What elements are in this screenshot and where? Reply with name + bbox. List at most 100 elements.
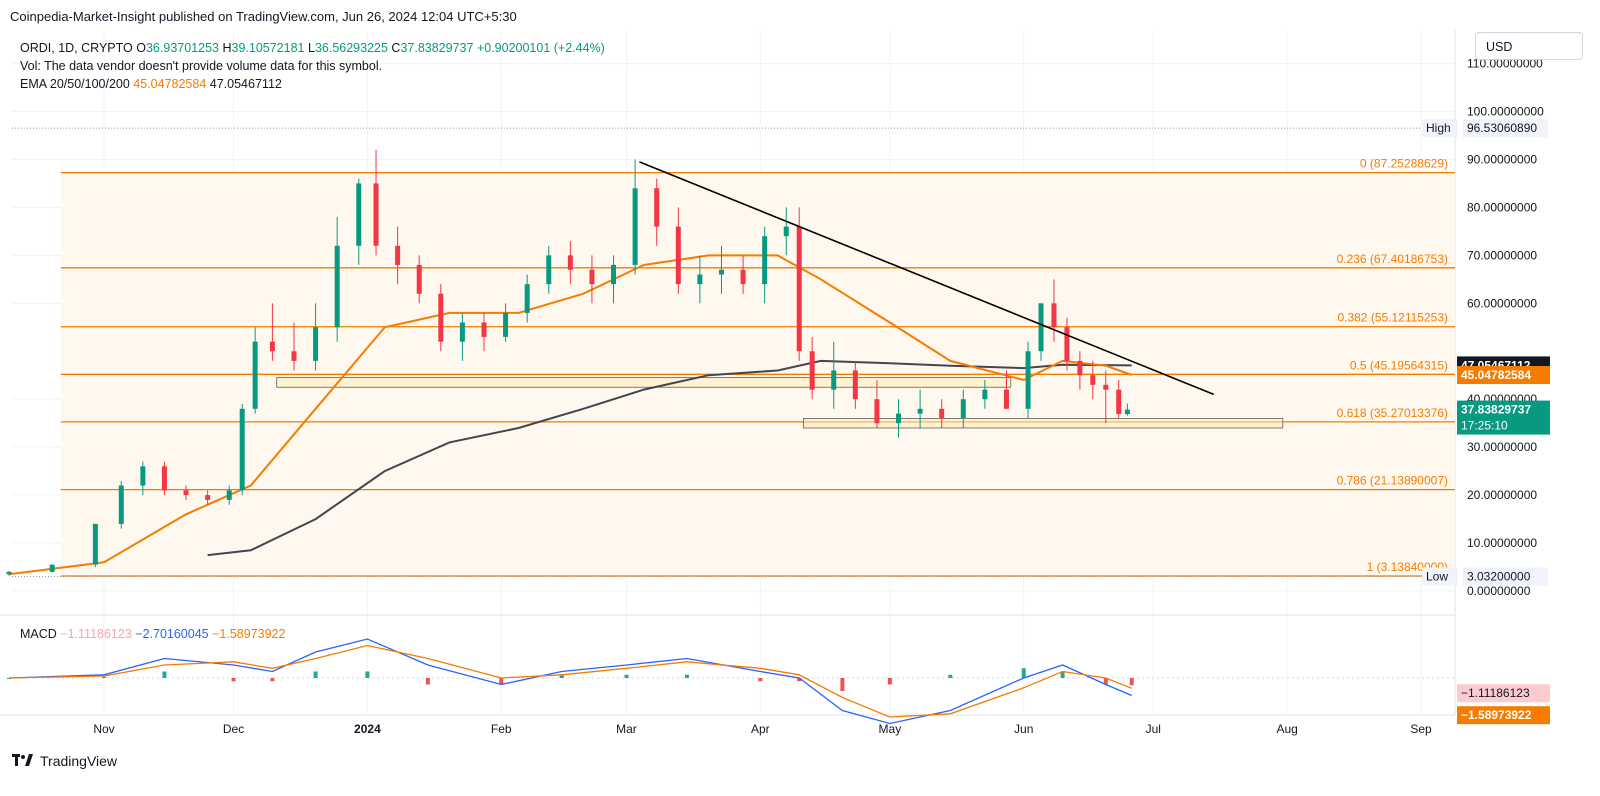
y-tick-label: 80.00000000 [1467, 200, 1537, 214]
macd-line-value: −2.70160045 [135, 627, 209, 641]
macd-signal-badge [1457, 706, 1550, 725]
last-price-badge [1457, 400, 1550, 435]
candle-body [481, 322, 487, 337]
candle-body [718, 269, 724, 275]
candle-body [183, 490, 189, 496]
fib-level-label: 0.5 (45.19564315) [1350, 358, 1448, 372]
y-tick-label: 110.00000000 [1467, 57, 1543, 71]
candle-body [252, 341, 258, 409]
macd-histogram-bar [365, 671, 370, 678]
candle-body [459, 322, 465, 342]
candle-body [896, 413, 902, 424]
candle-body [140, 466, 146, 486]
x-tick-label: Aug [1276, 722, 1297, 736]
x-tick-label: Jun [1014, 722, 1033, 736]
candle-body [1077, 360, 1083, 376]
candle-body [161, 466, 167, 491]
x-tick-label: Jul [1146, 722, 1161, 736]
candle-body [313, 327, 319, 361]
high-marker-label: High [1426, 121, 1451, 135]
candle-body [852, 370, 858, 400]
x-tick-label: Mar [616, 722, 637, 736]
y-tick-label: 20.00000000 [1467, 488, 1537, 502]
tradingview-logo-icon [12, 754, 33, 766]
candle-body [960, 399, 966, 419]
open-value: 36.93701253 [145, 41, 219, 55]
high-marker-tag [1422, 119, 1458, 138]
ema-50-line [8, 254, 1133, 576]
ema-50-badge [1457, 366, 1550, 385]
y-tick-label: 0.00000000 [1467, 584, 1531, 598]
ema-label: EMA 20/50/100/200 [20, 77, 130, 91]
currency-button[interactable]: USD [1475, 32, 1583, 60]
fib-level-label: 0 (87.25288629) [1360, 157, 1448, 171]
candle-body [503, 312, 509, 337]
y-tick-label: 100.00000000 [1467, 105, 1544, 119]
chart-legend: ORDI, 1D, CRYPTO O36.93701253 H39.105721… [20, 39, 605, 93]
ohlc-row: ORDI, 1D, CRYPTO O36.93701253 H39.105721… [20, 39, 605, 57]
volume-row: Vol: The data vendor doesn't provide vol… [20, 59, 383, 73]
low-marker-tag [1422, 567, 1458, 586]
macd-histogram-bar [840, 678, 845, 691]
x-tick-label: Sep [1410, 722, 1432, 736]
candle-body [226, 490, 232, 500]
y-tick-label: 90.00000000 [1467, 152, 1537, 166]
last-price-badge-countdown: 17:25:10 [1461, 419, 1508, 433]
macd-histogram-badge-value: −1.11186123 [1461, 686, 1530, 700]
candle-body [654, 188, 660, 227]
high-marker-value-box [1463, 119, 1548, 138]
macd-histogram-bar [313, 671, 318, 678]
close-label: C [391, 41, 401, 55]
candle-body [1124, 409, 1130, 415]
footer-brand-label: TradingView [40, 753, 118, 769]
candle-body [291, 351, 297, 361]
low-label: L [307, 41, 315, 55]
candle-body [1116, 389, 1122, 415]
ema-value-2: 47.05467112 [209, 77, 282, 91]
macd-label: MACD [20, 627, 57, 641]
macd-histogram-bar [102, 676, 106, 678]
candle-body [395, 245, 401, 265]
macd-histogram-bar [624, 674, 629, 678]
candle-body [334, 245, 340, 328]
macd-histogram-bar [425, 678, 430, 685]
macd-histogram-bar [7, 678, 12, 679]
candle-body [589, 269, 595, 285]
candle-body [356, 183, 362, 246]
x-tick-label: May [879, 722, 902, 736]
candle-body [6, 571, 12, 575]
macd-histogram-bar [499, 678, 504, 685]
macd-legend[interactable]: MACD −1.11186123 −2.70160045 −1.58973922 [20, 627, 285, 641]
candle-body [205, 495, 211, 500]
macd-histogram-bar [270, 678, 275, 682]
low-marker-value: 3.03200000 [1467, 569, 1531, 583]
low-marker-value-box [1463, 567, 1548, 586]
macd-histogram-bar [1129, 678, 1134, 686]
macd-histogram-bar [797, 678, 802, 682]
x-tick-label: Nov [93, 722, 114, 736]
macd-signal-line [8, 644, 1132, 718]
candle-body [917, 408, 923, 414]
high-marker-value: 96.53060890 [1467, 121, 1537, 135]
footer-brand[interactable]: TradingView [12, 753, 117, 769]
fib-level-label: 0.382 (55.12115253) [1337, 311, 1448, 325]
candle-body [783, 226, 789, 237]
macd-histogram-bar [559, 674, 564, 678]
fib-level-label: 0.618 (35.27013376) [1337, 406, 1448, 420]
macd-histogram-badge [1457, 684, 1550, 703]
macd-histogram-bar [1103, 678, 1108, 685]
candle-body [1090, 375, 1096, 385]
low-value: 36.56293225 [314, 41, 388, 55]
x-tick-label: Dec [223, 722, 244, 736]
high-label: H [222, 41, 232, 55]
macd-line [8, 638, 1132, 725]
symbol-label[interactable]: ORDI, 1D, CRYPTO [20, 41, 133, 55]
candle-body [831, 370, 837, 390]
low-marker-label: Low [1426, 569, 1448, 583]
trendline [639, 161, 1215, 396]
macd-histogram-value: −1.11186123 [60, 627, 132, 641]
candle-body [524, 284, 530, 313]
candle-body [1003, 389, 1009, 409]
ema-row[interactable]: EMA 20/50/100/200 45.04782584 47.0546711… [20, 75, 605, 93]
